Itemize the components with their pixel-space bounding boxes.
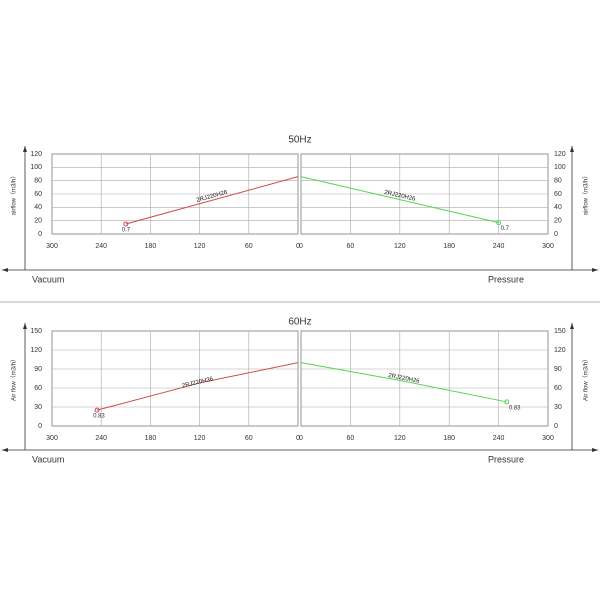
end-point	[123, 221, 129, 227]
y-axis-label: airflow（m3/h）	[11, 173, 18, 216]
x-tick-label: 240	[493, 435, 505, 442]
plot-frame	[51, 330, 299, 427]
x-tick-label: 120	[194, 435, 206, 442]
side-label: Pressure	[488, 274, 524, 284]
y-axis-label: Air flow（m3/h）	[11, 356, 18, 401]
x-tick-label: 300	[542, 435, 554, 442]
y-tick-label: 120	[30, 151, 42, 158]
point-label: 0.7	[501, 226, 510, 232]
y-tick-label: 120	[554, 347, 566, 354]
y-tick-label: 0	[38, 231, 42, 238]
point-label: 0.7	[122, 228, 131, 234]
y-tick-label: 80	[554, 178, 562, 185]
y-tick-label: 100	[554, 164, 566, 171]
y-tick-label: 100	[30, 164, 42, 171]
x-tick-label: 0	[296, 243, 300, 250]
x-tick-label: 0	[296, 435, 300, 442]
end-point	[496, 220, 502, 226]
x-tick-label: 300	[542, 243, 554, 250]
x-tick-label: 60	[245, 243, 253, 250]
x-tick-label: 300	[46, 435, 58, 442]
series-name: 2RJ220H26	[388, 373, 421, 385]
x-tick-label: 180	[443, 243, 455, 250]
x-tick-label: 60	[347, 435, 355, 442]
arrow	[570, 146, 574, 152]
y-tick-label: 0	[554, 231, 558, 238]
x-tick-label: 120	[394, 435, 406, 442]
y-tick-label: 60	[554, 191, 562, 198]
y-tick-label: 20	[554, 218, 562, 225]
x-tick-label: 0	[299, 243, 303, 250]
x-tick-label: 180	[145, 243, 157, 250]
end-point	[94, 407, 100, 413]
series-line	[125, 176, 299, 225]
x-tick-label: 240	[493, 243, 505, 250]
y-tick-label: 30	[34, 404, 42, 411]
y-tick-label: 40	[554, 204, 562, 211]
y-tick-label: 60	[34, 385, 42, 392]
x-tick-label: 60	[245, 435, 253, 442]
side-label: Vacuum	[32, 454, 64, 464]
x-tick-label: 180	[443, 435, 455, 442]
x-tick-label: 180	[145, 435, 157, 442]
series-line	[300, 176, 499, 224]
x-tick-label: 240	[95, 243, 107, 250]
series-line	[300, 362, 507, 403]
x-tick-label: 60	[347, 243, 355, 250]
point-label: 0.83	[93, 414, 105, 420]
y-tick-label: 90	[554, 366, 562, 373]
arrow	[23, 323, 27, 329]
y-tick-label: 0	[554, 423, 558, 430]
y-tick-label: 60	[34, 191, 42, 198]
x-tick-label: 240	[95, 435, 107, 442]
x-tick-label: 300	[46, 243, 58, 250]
y-tick-label: 120	[30, 347, 42, 354]
panel-title: 50Hz	[288, 135, 311, 146]
y-axis-label: airflow（m3/h）	[583, 173, 590, 216]
arrow	[570, 323, 574, 329]
series-name: 2RJ220H36	[182, 376, 215, 389]
plot-frame	[300, 330, 549, 427]
y-tick-label: 150	[554, 328, 566, 335]
point-label: 0.83	[509, 406, 521, 412]
y-tick-label: 80	[34, 178, 42, 185]
y-tick-label: 20	[34, 218, 42, 225]
x-tick-label: 120	[194, 243, 206, 250]
y-tick-label: 60	[554, 385, 562, 392]
y-tick-label: 0	[38, 423, 42, 430]
y-tick-label: 120	[554, 151, 566, 158]
x-tick-label: 0	[299, 435, 303, 442]
end-point	[504, 399, 510, 405]
y-tick-label: 40	[34, 204, 42, 211]
arrow	[23, 146, 27, 152]
y-axis-label: Air flow（m3/h）	[583, 356, 590, 401]
series-line	[96, 362, 299, 411]
panel-title: 60Hz	[288, 317, 311, 328]
side-label: Pressure	[488, 454, 524, 464]
y-tick-label: 150	[30, 328, 42, 335]
side-label: Vacuum	[32, 274, 64, 284]
x-tick-label: 120	[394, 243, 406, 250]
y-tick-label: 90	[34, 366, 42, 373]
y-tick-label: 30	[554, 404, 562, 411]
